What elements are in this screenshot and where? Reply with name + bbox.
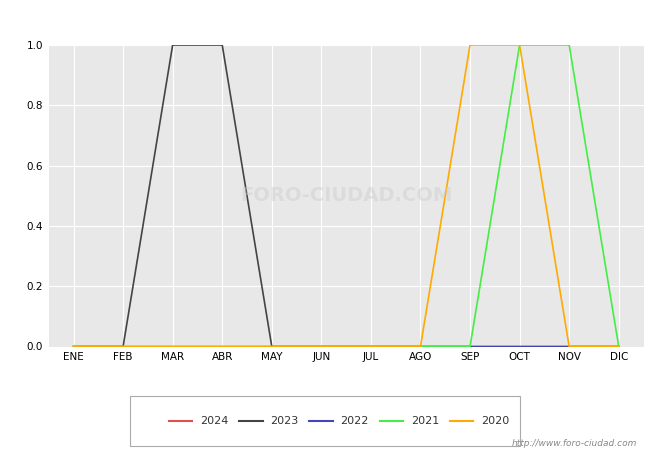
Text: 2024: 2024 (200, 416, 229, 426)
Text: http://www.foro-ciudad.com: http://www.foro-ciudad.com (512, 439, 637, 448)
Text: 2022: 2022 (341, 416, 369, 426)
Text: 2023: 2023 (270, 416, 298, 426)
Text: FORO-CIUDAD.COM: FORO-CIUDAD.COM (240, 186, 452, 205)
FancyBboxPatch shape (130, 396, 520, 446)
Text: 2021: 2021 (411, 416, 439, 426)
Text: Matriculaciones de Vehiculos en Rucandio: Matriculaciones de Vehiculos en Rucandio (151, 11, 499, 29)
Text: 2020: 2020 (481, 416, 509, 426)
